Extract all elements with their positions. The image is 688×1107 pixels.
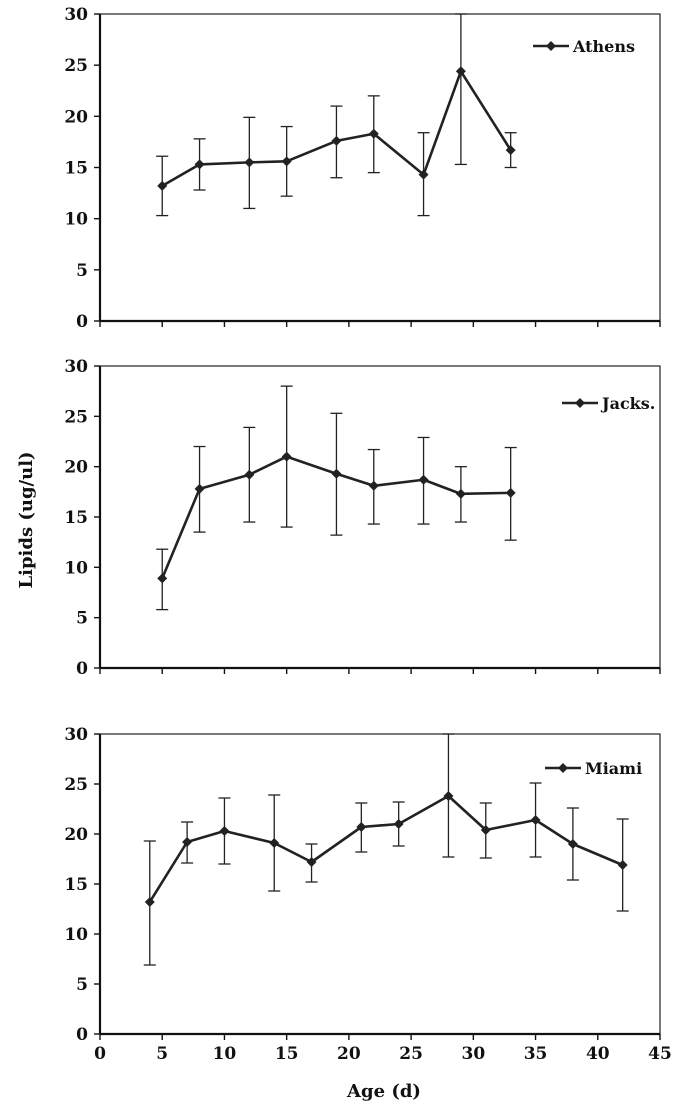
y-tick-label: 10 — [64, 558, 88, 578]
legend-marker — [546, 41, 556, 51]
data-point — [617, 860, 628, 870]
series-line-miami — [148, 794, 624, 903]
y-tick-label: 20 — [64, 458, 88, 478]
y-tick-label: 0 — [76, 659, 88, 679]
legend-label: Athens — [572, 37, 635, 56]
x-tick-label: 10 — [213, 1044, 237, 1064]
error-bar — [454, 13, 467, 166]
data-point — [368, 128, 379, 139]
x-tick-label: 35 — [524, 1044, 548, 1064]
legend-label: Miami — [585, 759, 642, 778]
data-point — [393, 819, 404, 829]
legend-marker — [575, 398, 585, 408]
y-axis-title: Lipids (ug/ul) — [16, 451, 37, 588]
chart-panel-2: 0 5 10 15 20 25 30 Jacks. — [64, 357, 661, 679]
y-tick-label: 5 — [76, 975, 88, 995]
plot-area — [99, 365, 661, 669]
x-tick-label: 5 — [156, 1044, 168, 1064]
x-tick-label: 25 — [399, 1044, 423, 1064]
data-point — [530, 815, 541, 825]
y-tick-label: 15 — [64, 159, 88, 179]
data-point — [331, 135, 342, 146]
y-tick-label: 30 — [64, 725, 88, 745]
y-tick-label: 25 — [64, 407, 88, 427]
legend-label: Jacks. — [600, 394, 655, 413]
data-point — [219, 826, 230, 836]
data-point — [567, 839, 578, 849]
y-tick-label: 10 — [64, 925, 88, 945]
data-point — [505, 487, 516, 498]
legend-marker — [558, 763, 568, 773]
data-point — [356, 822, 367, 832]
y-tick-label: 30 — [64, 5, 88, 25]
data-point — [455, 66, 466, 77]
y-tick-label: 15 — [64, 875, 88, 895]
data-point — [306, 857, 317, 867]
plot-area — [99, 13, 661, 322]
y-tick-label: 20 — [64, 825, 88, 845]
chart-panel-3: 0 5 10 15 20 25 30 0 5 10 15 20 25 30 35 40 45 Miami — [64, 725, 672, 1064]
data-point — [269, 838, 280, 848]
plot-area — [99, 733, 661, 1035]
chart-panels: 0 5 10 15 20 25 30 Athens 0 5 10 15 20 25 30 Jacks. 0 5 10… — [64, 5, 672, 1064]
data-point — [244, 157, 255, 168]
data-point — [418, 169, 429, 180]
legend: Miami — [545, 759, 642, 778]
data-point — [194, 483, 205, 494]
data-point — [281, 156, 292, 167]
data-point — [368, 480, 379, 491]
data-point — [144, 897, 155, 907]
data-point — [157, 180, 168, 191]
data-point — [505, 145, 516, 156]
x-axis-title: Age (d) — [346, 1081, 421, 1102]
data-point — [157, 573, 168, 584]
x-tick-label: 20 — [337, 1044, 361, 1064]
data-point — [443, 791, 454, 801]
data-point — [418, 474, 429, 485]
y-tick-label: 10 — [64, 210, 88, 230]
chart-panel-1: 0 5 10 15 20 25 30 Athens — [64, 5, 661, 332]
legend: Athens — [533, 37, 635, 56]
y-tick-label: 25 — [64, 775, 88, 795]
y-tick-label: 15 — [64, 508, 88, 528]
y-tick-label: 5 — [76, 261, 88, 281]
x-tick-label: 45 — [648, 1044, 672, 1064]
x-tick-label: 40 — [586, 1044, 610, 1064]
data-point — [182, 837, 193, 847]
legend: Jacks. — [562, 394, 655, 413]
y-tick-label: 0 — [76, 1025, 88, 1045]
data-point — [244, 469, 255, 480]
data-point — [194, 159, 205, 170]
x-tick-label: 0 — [94, 1044, 106, 1064]
x-tick-label: 15 — [275, 1044, 299, 1064]
data-point — [480, 825, 491, 835]
data-point — [455, 488, 466, 499]
y-tick-label: 5 — [76, 609, 88, 629]
y-tick-label: 30 — [64, 357, 88, 377]
y-tick-label: 25 — [64, 56, 88, 76]
y-tick-label: 20 — [64, 107, 88, 127]
data-point — [331, 468, 342, 479]
y-tick-label: 0 — [76, 312, 88, 332]
data-point — [281, 451, 292, 462]
x-tick-label: 30 — [461, 1044, 485, 1064]
